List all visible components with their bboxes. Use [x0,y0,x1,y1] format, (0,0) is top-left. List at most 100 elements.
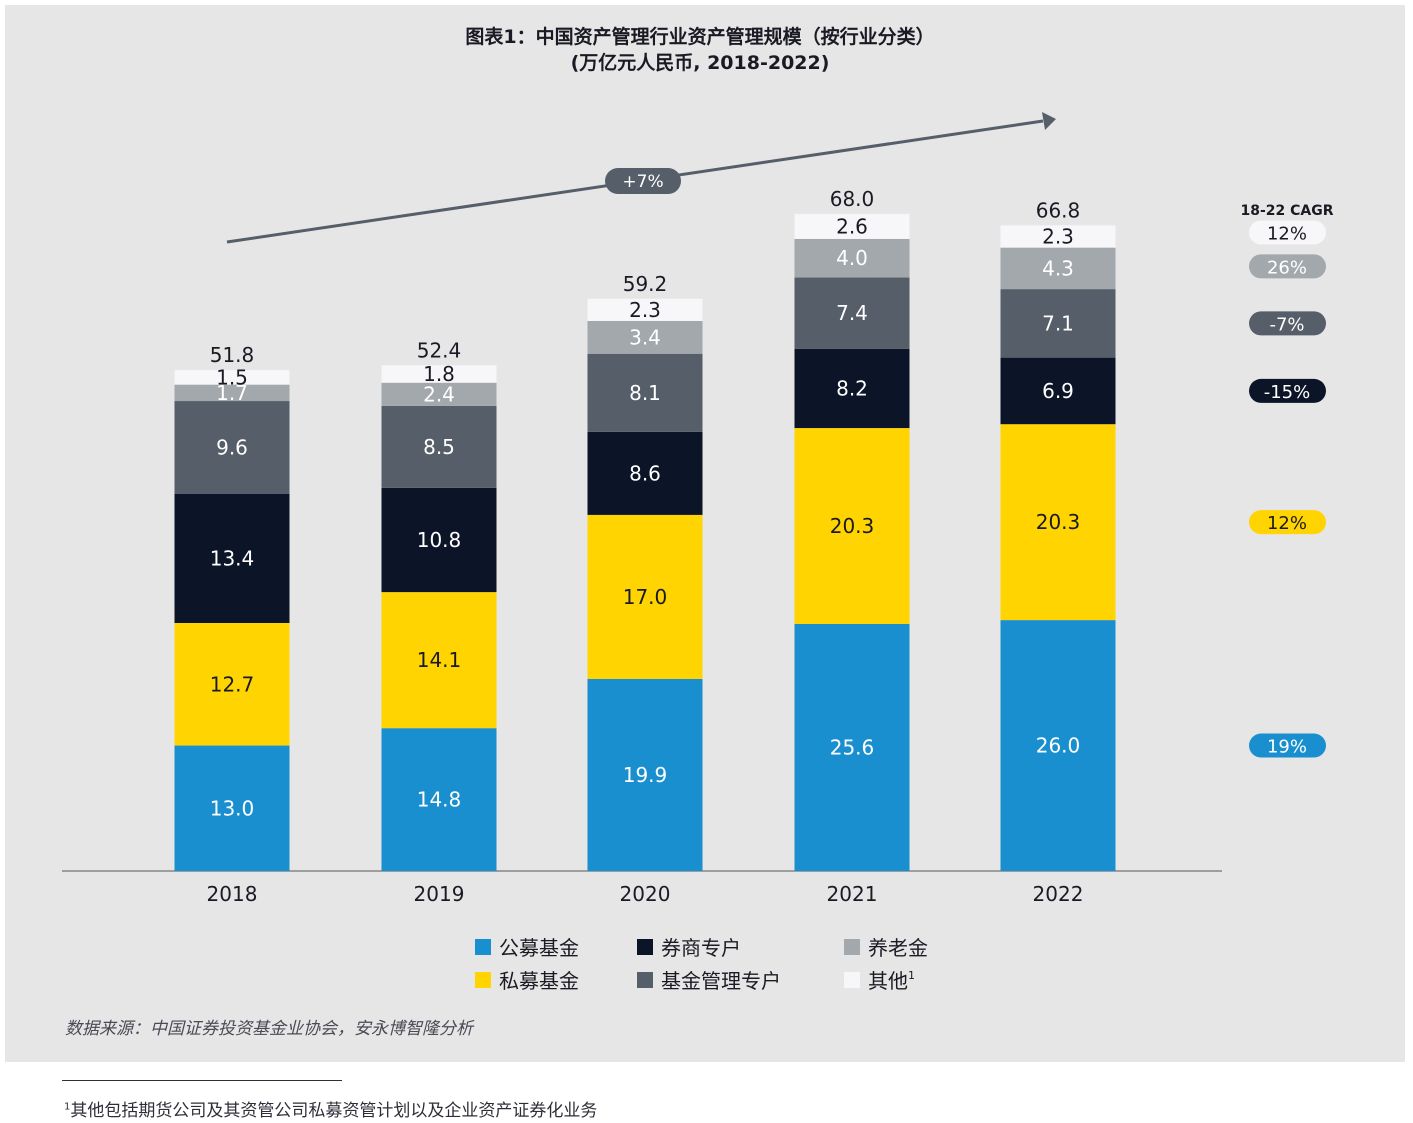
bar-total-label: 66.8 [1036,198,1081,222]
bar-segment-2020-4 [587,320,703,354]
cagr-value: -15% [1264,382,1311,403]
x-tick-label: 2018 [207,882,258,906]
bar-value-label: 2.4 [423,382,455,406]
bar-segment-2020-0 [587,678,703,871]
chart-panel: 图表1：中国资产管理行业资产管理规模（按行业分类） (万亿元人民币, 2018-… [5,5,1405,1062]
bar-segment-2018-0 [174,745,290,871]
footnote: 1其他包括期货公司及其资管公司私募资管计划以及企业资产证券化业务 [64,1096,597,1121]
bar-segment-2021-2 [794,348,910,429]
bar-value-label: 1.7 [216,381,248,405]
bar-value-label: 9.6 [216,435,248,459]
bar-value-label: 1.8 [423,362,455,386]
legend-swatch-1 [475,972,491,988]
bar-value-label: 20.3 [830,514,875,538]
bar-segment-2019-4 [381,382,497,406]
legend-swatch-4 [844,939,860,955]
source-note: 数据来源：中国证券投资基金业协会，安永博智隆分析 [65,1019,475,1039]
bar-segment-2022-4 [1000,247,1116,290]
chart-title: 图表1：中国资产管理行业资产管理规模（按行业分类） [465,25,934,48]
bar-total-label: 52.4 [417,338,462,362]
legend-label: 券商专户 [661,936,741,960]
bar-segment-2018-3 [174,401,290,494]
bar-value-label: 8.1 [629,381,661,405]
bar-segment-2019-0 [381,728,497,871]
bar-value-label: 8.6 [629,461,661,485]
bar-segment-2021-0 [794,623,910,871]
bar-segment-2021-3 [794,277,910,349]
chart-subtitle: (万亿元人民币, 2018-2022) [571,51,830,74]
cagr-pill-2 [1249,378,1326,403]
legend-label: 养老金 [868,936,928,960]
cagr-value: -7% [1269,314,1304,335]
x-tick-label: 2022 [1033,882,1084,906]
bar-segment-2022-3 [1000,289,1116,358]
bar-value-label: 20.3 [1036,510,1081,534]
cagr-pill-0 [1249,733,1326,758]
cagr-pill-5 [1249,220,1326,245]
bar-segment-2019-1 [381,592,497,729]
x-tick-label: 2021 [827,882,878,906]
bar-segment-2018-1 [174,622,290,746]
bar-value-label: 13.4 [210,546,255,570]
stacked-bar-chart: 图表1：中国资产管理行业资产管理规模（按行业分类） (万亿元人民币, 2018-… [62,25,1334,1039]
legend-label: 其他1 [868,969,915,993]
bar-value-label: 2.3 [629,298,661,322]
bar-value-label: 4.0 [836,246,868,270]
bar-segment-2018-4 [174,384,290,402]
footnote-text: 其他包括期货公司及其资管公司私募资管计划以及企业资产证券化业务 [70,1101,598,1121]
bar-value-label: 25.6 [830,735,875,759]
growth-arrow-head [1042,112,1056,130]
bar-segment-2019-5 [381,365,497,383]
cagr-pill-4 [1249,254,1326,279]
bar-value-label: 2.6 [836,214,868,238]
footnote-divider [62,1080,342,1081]
legend-swatch-0 [475,939,491,955]
legend-swatch-3 [637,972,653,988]
bar-value-label: 7.4 [836,301,868,325]
cagr-pill-1 [1249,510,1326,535]
footnote-marker: 1 [64,1101,71,1113]
x-tick-label: 2020 [620,882,671,906]
bar-value-label: 7.1 [1042,311,1074,335]
bar-segment-2018-5 [174,370,290,385]
bar-segment-2020-5 [587,298,703,321]
bar-segment-2022-5 [1000,225,1116,248]
bar-value-label: 14.8 [417,788,462,812]
bar-segment-2019-2 [381,487,497,593]
legend-label: 公募基金 [499,936,579,960]
bar-total-label: 59.2 [623,272,668,296]
bar-segment-2020-2 [587,431,703,515]
bar-segment-2022-0 [1000,620,1116,871]
bar-segment-2021-1 [794,428,910,624]
x-tick-label: 2019 [414,882,465,906]
bar-value-label: 6.9 [1042,379,1074,403]
cagr-value: 19% [1267,737,1307,758]
bar-value-label: 1.5 [216,365,248,389]
cagr-value: 12% [1267,224,1307,245]
bar-segment-2019-3 [381,405,497,488]
bar-segment-2018-2 [174,493,290,623]
bar-value-label: 13.0 [210,796,255,820]
bar-value-label: 26.0 [1036,734,1081,758]
bar-segment-2020-1 [587,514,703,679]
bar-segment-2020-3 [587,353,703,432]
legend-swatch-5 [844,972,860,988]
bar-value-label: 19.9 [623,763,668,787]
bar-value-label: 14.1 [417,648,462,672]
legend-swatch-2 [637,939,653,955]
bar-total-label: 51.8 [210,343,255,367]
bar-value-label: 8.2 [836,377,868,401]
legend-label: 基金管理专户 [661,969,781,993]
legend-label: 私募基金 [499,969,579,993]
growth-badge [605,168,681,194]
growth-badge-label: +7% [622,172,663,192]
bar-segment-2021-5 [794,213,910,239]
bar-value-label: 3.4 [629,325,661,349]
bar-value-label: 12.7 [210,672,255,696]
bar-value-label: 8.5 [423,435,455,459]
legend-superscript: 1 [908,969,915,982]
bar-segment-2022-2 [1000,357,1116,425]
bar-value-label: 4.3 [1042,256,1074,280]
cagr-value: 12% [1267,513,1307,534]
bar-segment-2022-1 [1000,424,1116,621]
